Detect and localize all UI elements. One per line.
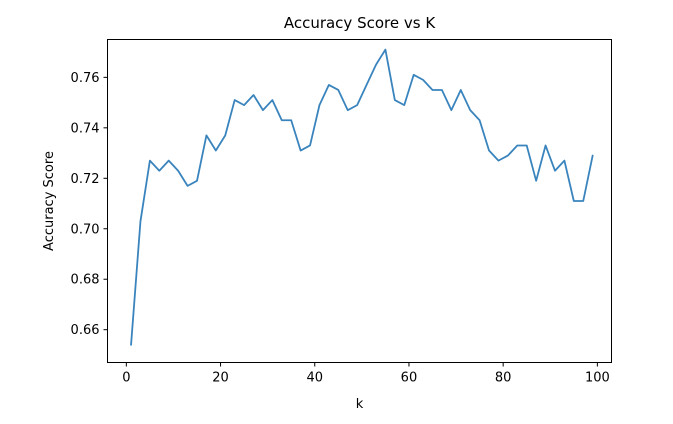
x-axis: 0 20 40 60 80 100 xyxy=(122,362,610,386)
y-axis: 0.66 0.68 0.70 0.72 0.74 0.76 xyxy=(71,71,108,338)
series-line xyxy=(130,48,594,346)
x-tick-label: 80 xyxy=(495,371,512,386)
y-tick-label: 0.68 xyxy=(71,273,100,288)
y-tick-label: 0.66 xyxy=(71,323,100,338)
x-tick-label: 40 xyxy=(306,371,323,386)
x-tick-label: 20 xyxy=(212,371,229,386)
y-tick-label: 0.74 xyxy=(71,121,100,136)
chart-title: Accuracy Score vs K xyxy=(284,14,436,32)
plot-frame xyxy=(107,39,612,363)
y-tick-label: 0.70 xyxy=(71,222,100,237)
x-tick-label: 0 xyxy=(122,371,130,386)
x-tick-label: 100 xyxy=(585,371,610,386)
y-tick-label: 0.76 xyxy=(71,71,100,86)
y-axis-label: Accuracy Score xyxy=(42,151,57,251)
x-axis-label: k xyxy=(356,397,364,412)
y-tick-label: 0.72 xyxy=(71,172,100,187)
x-tick-label: 60 xyxy=(401,371,418,386)
